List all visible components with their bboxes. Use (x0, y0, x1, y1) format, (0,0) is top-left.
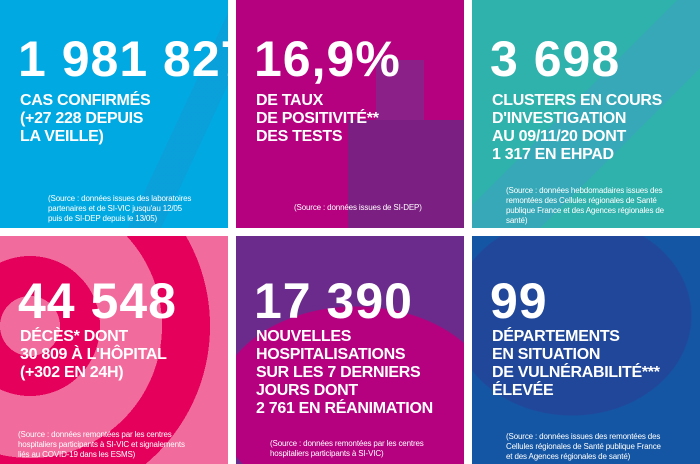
tile-hospitalisations: 17 390 NOUVELLES HOSPITALISATIONS SUR LE… (236, 236, 464, 464)
hospitalisations-label: NOUVELLES HOSPITALISATIONS SUR LES 7 DER… (256, 328, 433, 417)
confirmed-cases-label: CAS CONFIRMÉS (+27 228 DEPUIS LA VEILLE) (20, 92, 151, 145)
departments-value: 99 (490, 273, 548, 329)
clusters-value: 3 698 (490, 31, 621, 87)
clusters-source: (Source : données hebdomadaires issues d… (506, 186, 664, 225)
clusters-label: CLUSTERS EN COURS D'INVESTIGATION AU 09/… (492, 92, 663, 163)
tile-confirmed-cases: 1 981 827 CAS CONFIRMÉS (+27 228 DEPUIS … (0, 0, 228, 228)
hospitalisations-value: 17 390 (254, 273, 413, 329)
positivity-source: (Source : données issues de SI-DEP) (294, 203, 422, 212)
tile-positivity-rate: 16,9% DE TAUX DE POSITIVITÉ** DES TESTS … (236, 0, 464, 228)
confirmed-cases-value: 1 981 827 (18, 31, 228, 87)
arrow-decoration (472, 0, 700, 228)
positivity-value: 16,9% (254, 31, 401, 87)
positivity-label: DE TAUX DE POSITIVITÉ** DES TESTS (256, 92, 379, 145)
info-bubble-decoration (472, 236, 700, 464)
hospitalisations-source: (Source : données remontées par les cent… (270, 439, 424, 458)
circle-decoration (0, 236, 228, 464)
blob-decoration (236, 236, 464, 464)
background-digits-decoration (0, 0, 228, 228)
tile-clusters: 3 698 CLUSTERS EN COURS D'INVESTIGATION … (472, 0, 700, 228)
deaths-value: 44 548 (18, 273, 177, 329)
departments-label: DÉPARTEMENTS EN SITUATION DE VULNÉRABILI… (492, 328, 660, 399)
plus-decoration (236, 0, 464, 228)
tile-deaths: 44 548 DÉCÈS* DONT 30 809 À L'HÔPITAL (+… (0, 236, 228, 464)
confirmed-cases-source: (Source : données issues des laboratoire… (48, 194, 192, 223)
tile-departments: 99 DÉPARTEMENTS EN SITUATION DE VULNÉRAB… (472, 236, 700, 464)
deaths-label: DÉCÈS* DONT 30 809 À L'HÔPITAL (+302 EN … (20, 328, 167, 381)
deaths-source: (Source : données remontées par les cent… (18, 430, 185, 459)
departments-source: (Source : données issues des remontées d… (506, 432, 661, 461)
